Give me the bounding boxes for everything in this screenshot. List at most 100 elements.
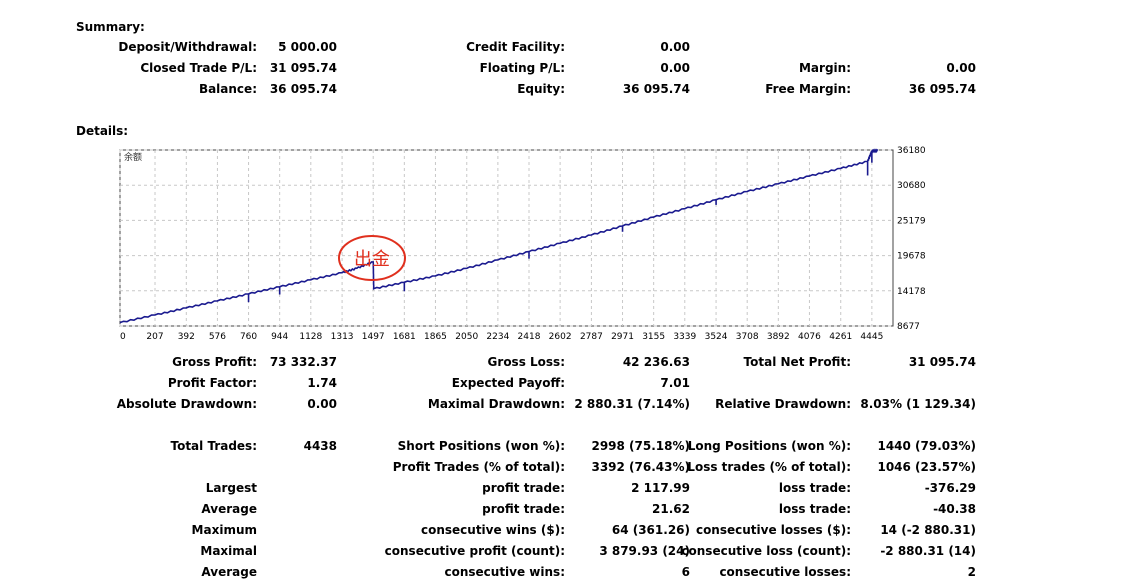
x-tick-label: 1497 [362,332,385,342]
rel-drawdown-value: 8.03% (1 129.34) [860,397,976,411]
average-loss-label: loss trade: [778,502,851,516]
x-tick-label: 4445 [860,332,883,342]
largest-profit-label: profit trade: [482,481,565,495]
y-tick-label: 14178 [897,287,926,297]
x-tick-label: 944 [271,332,288,342]
chart-legend: 余额 [124,151,142,163]
average-profit-value: 21.62 [652,502,690,516]
maximum-label: Maximum [191,523,257,537]
y-tick-label: 19678 [897,252,926,262]
total-trades-label: Total Trades: [170,439,257,453]
summary-title: Summary: [76,20,145,34]
gross-loss-value: 42 236.63 [622,355,690,369]
deposit-value: 5 000.00 [278,40,337,54]
equity-label: Equity: [517,82,565,96]
max-cons-wins-value: 64 (361.26) [611,523,690,537]
chart-x-axis: 0 207 392 576 760 944 1128 1313 1497 1681 1865 2050… [120,332,883,342]
free-margin-value: 36 095.74 [908,82,976,96]
largest-label: Largest [205,481,257,495]
x-tick-label: 1681 [393,332,416,342]
largest-profit-value: 2 117.99 [631,481,690,495]
x-tick-label: 3339 [673,332,696,342]
profit-factor-value: 1.74 [307,376,337,390]
loss-trades-value: 1046 (23.57%) [877,460,976,474]
max-cons-wins-label: consecutive wins ($): [420,523,565,537]
largest-loss-label: loss trade: [778,481,851,495]
closed-label: Closed Trade P/L: [140,61,257,75]
floating-label: Floating P/L: [479,61,565,75]
chart-y-axis: 36180 30680 25179 19678 14178 8677 [897,146,926,332]
x-tick-label: 3155 [642,332,665,342]
y-tick-label: 8677 [897,322,920,332]
abs-drawdown-label: Absolute Drawdown: [116,397,257,411]
maximal-loss-value: -2 880.31 (14) [880,544,976,558]
x-tick-label: 207 [146,332,163,342]
total-net-label: Total Net Profit: [743,355,851,369]
x-tick-label: 2787 [580,332,603,342]
expected-payoff-value: 7.01 [660,376,690,390]
x-tick-label: 2050 [455,332,478,342]
x-tick-label: 4261 [829,332,852,342]
balance-chart: 0 207 392 576 760 944 1128 1313 1497 1681 1865 2050… [119,146,926,342]
annotation-label: 出金 [354,249,390,270]
max-cons-losses-label: consecutive losses ($): [695,523,851,537]
max-cons-losses-value: 14 (-2 880.31) [880,523,976,537]
max-drawdown-value: 2 880.31 (7.14%) [574,397,690,411]
chart-dips [247,151,873,303]
x-tick-label: 4076 [798,332,821,342]
x-tick-label: 1313 [331,332,354,342]
x-tick-label: 3524 [705,332,728,342]
x-tick-label: 2234 [486,332,509,342]
gross-profit-value: 73 332.37 [269,355,337,369]
x-tick-label: 2602 [549,332,572,342]
long-positions-value: 1440 (79.03%) [877,439,976,453]
abs-drawdown-value: 0.00 [307,397,337,411]
average-label: Average [201,502,257,516]
maximal-loss-label: consecutive loss (count): [681,544,851,558]
avg-cons-losses-value: 2 [967,565,976,579]
avg-cons-wins-value: 6 [681,565,690,579]
x-tick-label: 576 [209,332,226,342]
details-title: Details: [76,124,129,138]
long-positions-label: Long Positions (won %): [687,439,851,453]
floating-value: 0.00 [660,61,690,75]
loss-trades-label: Loss trades (% of total): [687,460,851,474]
y-tick-label: 25179 [897,216,926,226]
x-tick-label: 1865 [424,332,447,342]
free-margin-label: Free Margin: [765,82,851,96]
chart-plot-area [119,149,894,327]
total-trades-value: 4438 [303,439,337,453]
y-tick-label: 30680 [897,181,926,191]
gross-profit-label: Gross Profit: [172,355,257,369]
chart-series-balance [119,148,879,324]
chart-grid [119,149,893,327]
margin-label: Margin: [798,61,851,75]
gross-loss-label: Gross Loss: [487,355,565,369]
credit-label: Credit Facility: [466,40,565,54]
annotation-circle [338,235,406,281]
expected-payoff-label: Expected Payoff: [451,376,565,390]
short-positions-label: Short Positions (won %): [397,439,565,453]
profit-trades-label: Profit Trades (% of total): [392,460,565,474]
maximal-profit-label: consecutive profit (count): [384,544,565,558]
largest-loss-value: -376.29 [924,481,976,495]
x-tick-label: 1128 [299,332,322,342]
maximal-label: Maximal [200,544,257,558]
x-tick-label: 2418 [518,332,541,342]
short-positions-value: 2998 (75.18%) [591,439,690,453]
equity-value: 36 095.74 [622,82,690,96]
x-tick-label: 2971 [611,332,634,342]
x-tick-label: 3892 [767,332,790,342]
balance-value: 36 095.74 [269,82,337,96]
average-cons-label: Average [201,565,257,579]
maximal-profit-value: 3 879.93 (24) [599,544,690,558]
avg-cons-losses-label: consecutive losses: [719,565,851,579]
max-drawdown-label: Maximal Drawdown: [427,397,565,411]
deposit-label: Deposit/Withdrawal: [118,40,257,54]
x-tick-label: 760 [240,332,257,342]
total-net-value: 31 095.74 [908,355,976,369]
rel-drawdown-label: Relative Drawdown: [715,397,851,411]
margin-value: 0.00 [946,61,976,75]
y-tick-label: 36180 [897,146,926,156]
x-tick-label: 3708 [736,332,759,342]
